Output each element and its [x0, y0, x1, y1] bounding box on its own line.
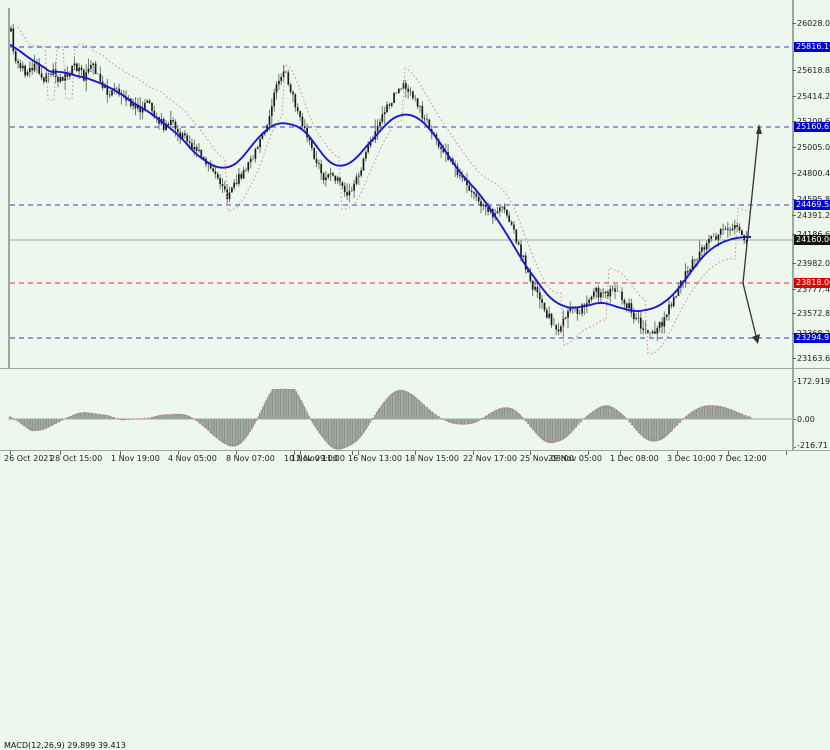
price-axis-label: 23163.60 — [797, 354, 830, 363]
price-tick — [792, 215, 796, 216]
chart-left-edge — [8, 8, 10, 368]
time-axis-label: 28 Oct 15:00 — [50, 454, 103, 463]
macd-chart-canvas[interactable] — [0, 369, 792, 451]
time-tick — [294, 451, 295, 455]
moving-average-line — [9, 43, 751, 313]
price-tick — [792, 173, 796, 174]
price-tick — [792, 70, 796, 71]
price-axis-label: 24595.80 — [797, 195, 830, 204]
macd-header: MACD(12,26,9) 29.899 39.413 — [4, 741, 126, 750]
time-axis-label: 22 Nov 17:00 — [463, 454, 517, 463]
time-tick — [10, 451, 11, 455]
time-tick — [677, 451, 678, 455]
time-axis[interactable]: 26 Oct 2021 28 Oct 15:00 1 Nov 19:00 4 N… — [0, 450, 830, 469]
time-tick — [178, 451, 179, 455]
price-tick — [792, 289, 796, 290]
bullish-projection-arrow[interactable] — [742, 126, 760, 284]
time-axis-label: 26 Oct 2021 — [4, 454, 54, 463]
time-axis-label: 29 Nov 05:00 — [548, 454, 602, 463]
time-tick — [300, 451, 301, 455]
time-tick — [588, 451, 589, 455]
macd-tick — [792, 419, 796, 420]
time-axis-label: 4 Nov 05:00 — [168, 454, 217, 463]
price-axis-label: 24800.40 — [797, 169, 830, 178]
macd-axis-label: -216.71 — [797, 441, 828, 450]
time-axis-label: 25 Nov 03:00 — [520, 454, 574, 463]
current-price-tag[interactable]: 24160.00 — [794, 235, 830, 245]
time-tick — [620, 451, 621, 455]
macd-tick — [792, 447, 796, 448]
price-chart-canvas[interactable] — [0, 0, 792, 368]
time-axis-label: 16 Nov 13:00 — [348, 454, 402, 463]
price-axis-label: 23572.80 — [797, 309, 830, 318]
macd-axis-label: 172.919 — [797, 377, 830, 386]
price-tick — [792, 23, 796, 24]
price-axis-label: 26028.00 — [797, 19, 830, 28]
price-tick — [792, 263, 796, 264]
price-axis-divider — [792, 0, 794, 368]
level-tag-25160[interactable]: 25160.63 — [794, 122, 830, 132]
price-axis-label: 25618.80 — [797, 66, 830, 75]
price-axis-label: 24391.20 — [797, 211, 830, 220]
price-axis-label: 25209.60 — [797, 117, 830, 126]
price-tick — [792, 199, 796, 200]
time-axis-label: 7 Dec 12:00 — [718, 454, 767, 463]
macd-axis-divider — [792, 368, 794, 450]
time-tick — [473, 451, 474, 455]
price-tick — [792, 358, 796, 359]
time-axis-label: 1 Nov 19:00 — [111, 454, 160, 463]
time-tick — [120, 451, 121, 455]
time-tick — [352, 451, 353, 455]
price-axis-label: 23982.00 — [797, 259, 830, 268]
time-axis-label: 1 Dec 08:00 — [610, 454, 659, 463]
time-tick — [530, 451, 531, 455]
bearish-projection-arrow[interactable] — [742, 282, 758, 341]
level-tag-23818[interactable]: 23818.00 — [794, 278, 830, 288]
price-axis-label: 24186.60 — [797, 230, 830, 239]
time-axis-label: 10 Nov 09:00 — [284, 454, 338, 463]
price-tick — [792, 147, 796, 148]
level-tag-25816[interactable]: 25816.19 — [794, 42, 830, 52]
time-axis-label: 18 Nov 15:00 — [405, 454, 459, 463]
parabolic-sar-line — [17, 26, 751, 355]
time-tick — [728, 451, 729, 455]
macd-pane[interactable]: MACD(12,26,9) 29.899 39.413 172.919 0.00… — [0, 368, 830, 750]
macd-histogram-series — [9, 389, 752, 450]
level-lines — [10, 46, 792, 339]
price-pane[interactable]: ▼ HK50.i,H1 24166.00 24222.00 24127.00 2… — [0, 0, 830, 368]
price-axis-label: 25414.20 — [797, 92, 830, 101]
price-axis-label: 25005.00 — [797, 143, 830, 152]
time-tick — [786, 451, 787, 455]
time-tick — [60, 451, 61, 455]
macd-axis-label: 0.00 — [797, 415, 815, 424]
bearish-arrow-head — [752, 334, 760, 344]
time-tick — [236, 451, 237, 455]
price-tick — [792, 313, 796, 314]
price-tick — [792, 121, 796, 122]
macd-signal-line — [9, 388, 751, 449]
level-tag-24469[interactable]: 24469.58 — [794, 200, 830, 210]
price-tick — [792, 96, 796, 97]
time-axis-label: 12 Nov 11:00 — [291, 454, 345, 463]
time-tick — [358, 451, 359, 455]
bullish-arrow-head — [756, 124, 762, 134]
time-axis-label: 3 Dec 10:00 — [667, 454, 716, 463]
price-axis-label: 23777.40 — [797, 285, 830, 294]
level-tag-23294[interactable]: 23294.97 — [794, 333, 830, 343]
price-plot-background — [0, 0, 792, 368]
price-tick — [792, 234, 796, 235]
macd-tick — [792, 381, 796, 382]
projection-arrows[interactable] — [742, 124, 762, 344]
time-axis-label: 8 Nov 07:00 — [226, 454, 275, 463]
time-tick — [415, 451, 416, 455]
